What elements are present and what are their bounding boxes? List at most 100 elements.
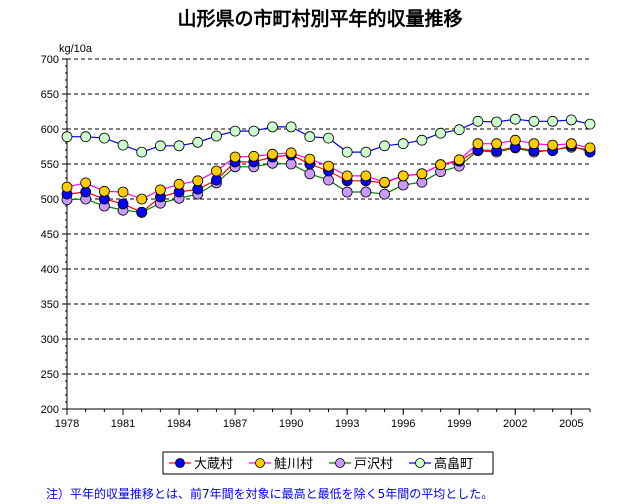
data-point (248, 150, 260, 162)
data-point (379, 188, 390, 200)
data-point (528, 115, 540, 127)
y-tick-label: 200 (41, 404, 59, 416)
data-point (491, 138, 503, 150)
data-point (435, 127, 446, 139)
data-point (117, 198, 129, 210)
y-tick-label: 650 (41, 89, 59, 101)
legend-item: 戸沢村 (329, 457, 393, 472)
data-point (229, 151, 241, 163)
data-point (211, 130, 222, 142)
data-point (248, 125, 260, 137)
data-point (341, 146, 353, 158)
data-point (584, 118, 596, 130)
legend-label: 大蔵村 (194, 457, 233, 472)
data-point (267, 148, 278, 160)
data-point (416, 168, 428, 180)
data-point (154, 140, 166, 152)
data-point (323, 174, 334, 186)
data-point (98, 132, 110, 144)
y-tick-label: 450 (41, 229, 59, 241)
x-tick-label: 1990 (279, 418, 303, 430)
data-point (565, 114, 577, 126)
legend-item: 大蔵村 (169, 457, 233, 472)
data-point (379, 140, 390, 152)
data-point (229, 125, 241, 137)
data-point (154, 184, 166, 196)
data-point (285, 158, 297, 170)
data-point (323, 160, 334, 172)
data-point (453, 124, 465, 136)
data-point (267, 121, 278, 133)
y-tick-label: 600 (41, 124, 59, 136)
x-tick-label: 1993 (335, 418, 359, 430)
y-tick-label: 500 (41, 194, 59, 206)
data-point (360, 186, 372, 198)
data-point (472, 115, 484, 127)
x-tick-label: 1984 (167, 418, 191, 430)
data-point (360, 170, 372, 182)
data-point (472, 138, 484, 150)
data-point (509, 134, 521, 146)
x-tick-label: 2005 (559, 418, 583, 430)
data-point (136, 193, 148, 205)
legend-marker (415, 458, 425, 468)
data-point (509, 113, 521, 125)
data-point (565, 138, 577, 150)
data-point (304, 131, 316, 143)
data-point (397, 179, 409, 191)
x-tick-label: 1999 (447, 418, 471, 430)
y-tick-label: 350 (41, 299, 59, 311)
y-tick-label: 400 (41, 264, 59, 276)
legend-marker (255, 458, 265, 468)
y-tick-label: 300 (41, 334, 59, 346)
y-tick-label: 250 (41, 369, 59, 381)
data-point (304, 153, 316, 165)
legend-marker (175, 458, 185, 468)
data-point (173, 140, 185, 152)
data-point (98, 185, 110, 197)
legend-item: 高畠町 (409, 456, 473, 472)
data-point (397, 170, 409, 182)
legend-label: 鮭川村 (274, 457, 313, 472)
data-point (416, 134, 428, 146)
data-point (136, 206, 148, 218)
data-point (397, 138, 409, 150)
data-point (528, 138, 540, 150)
data-point (285, 121, 297, 133)
x-tick-label: 1981 (111, 418, 135, 430)
x-tick-label: 1996 (391, 418, 415, 430)
data-point (117, 186, 129, 198)
legend-marker (335, 458, 345, 468)
data-point (173, 178, 185, 190)
data-point (285, 147, 297, 159)
data-point (453, 154, 465, 166)
data-point (341, 186, 353, 198)
y-tick-label: 700 (41, 54, 59, 66)
x-tick-label: 2002 (503, 418, 527, 430)
x-tick-label: 1978 (55, 418, 79, 430)
data-point (192, 136, 204, 148)
legend-label: 戸沢村 (354, 457, 393, 472)
data-point (584, 142, 596, 154)
data-point (211, 165, 222, 177)
data-point (323, 132, 334, 144)
data-point (304, 168, 316, 180)
data-point (61, 131, 73, 143)
footnote: 注）平年的収量推移とは、前7年間を対象に最高と最低を除く5年間の平均とした。 (46, 487, 494, 501)
data-point (61, 181, 73, 193)
data-point (547, 139, 559, 151)
x-tick-label: 1987 (223, 418, 247, 430)
legend-label: 高畠町 (434, 456, 473, 472)
data-point (192, 175, 204, 187)
legend-box (162, 451, 494, 475)
data-point (360, 146, 372, 158)
data-point (547, 115, 559, 127)
legend-item: 鮭川村 (249, 457, 313, 472)
y-axis-label: kg/10a (59, 43, 93, 55)
chart-title: 山形県の市町村別平年的収量推移 (177, 8, 463, 30)
data-point (435, 159, 446, 171)
data-point (117, 139, 129, 151)
data-point (80, 177, 92, 189)
